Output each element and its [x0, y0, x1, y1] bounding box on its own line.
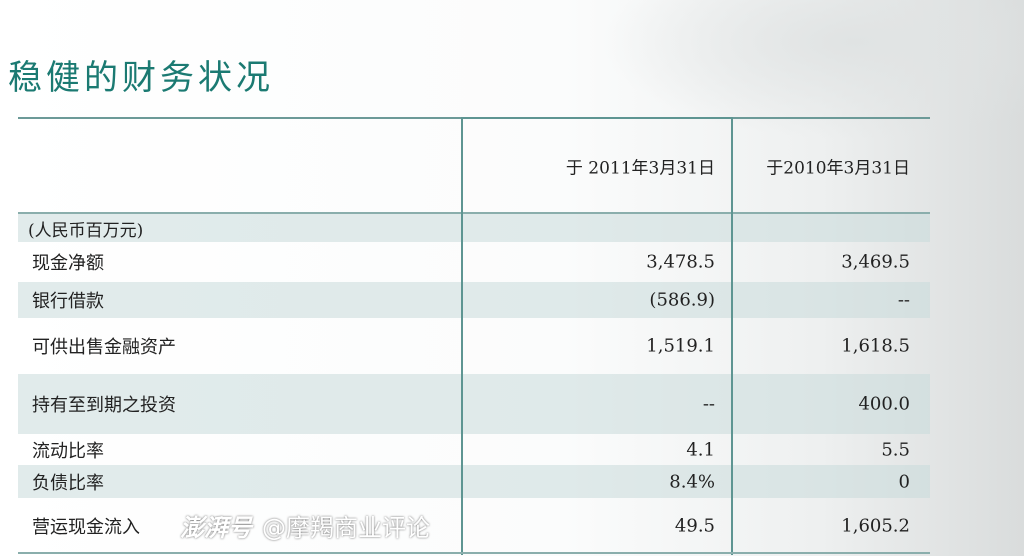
- column-header-2011: 于 2011年3月31日: [565, 158, 715, 178]
- watermark: 澎湃号 @摩羯商业评论: [180, 514, 430, 542]
- table-row: 现金净额 3,478.5 3,469.5: [32, 251, 910, 275]
- page-title: 稳健的财务状况: [8, 58, 274, 98]
- financial-table: 于 2011年3月31日 于2010年3月31日 (人民币百万元) 现金净额 3…: [18, 117, 930, 554]
- unit-label: (人民币百万元): [28, 220, 144, 241]
- table-row: 银行借款 (586.9) --: [18, 282, 930, 318]
- table-header: 于 2011年3月31日 于2010年3月31日: [18, 119, 930, 214]
- table-row: 持有至到期之投资 -- 400.0: [18, 374, 930, 434]
- table-bottom-border: [18, 552, 930, 554]
- table-row: 流动比率 4.1 5.5: [32, 439, 910, 462]
- table-row: 营运现金流入 49.5 1,605.2: [32, 515, 910, 539]
- table-row: 可供出售金融资产 1,519.1 1,618.5: [32, 335, 910, 359]
- table-row: 负债比率 8.4% 0: [18, 465, 930, 498]
- unit-row: (人民币百万元): [18, 214, 930, 242]
- column-header-2010: 于2010年3月31日: [766, 158, 910, 178]
- background-decoration: [600, 0, 1024, 140]
